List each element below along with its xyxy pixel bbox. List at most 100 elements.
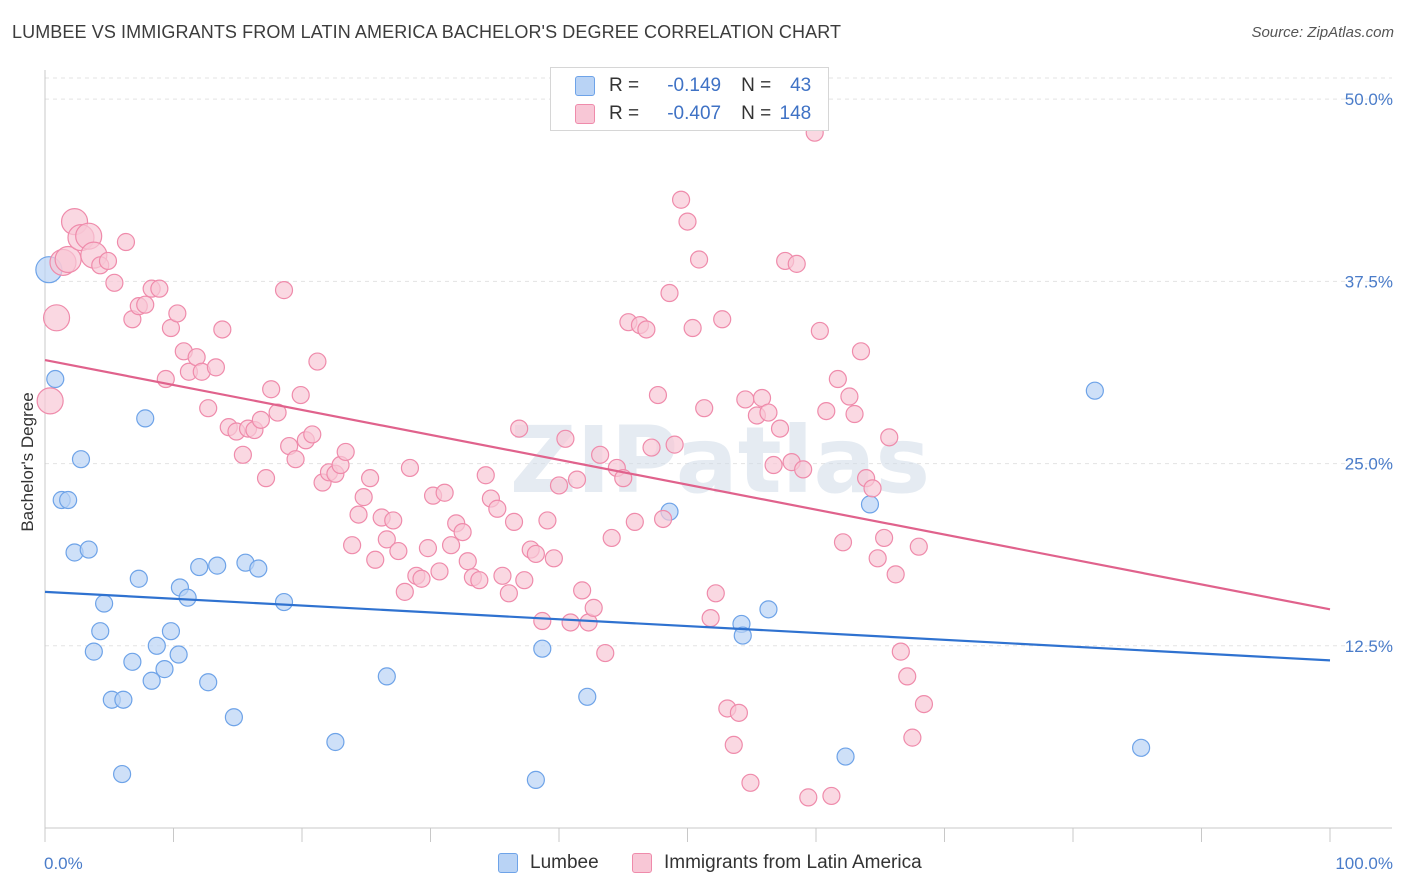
series-legend: Lumbee Immigrants from Latin America xyxy=(0,852,1406,878)
latin-america-point xyxy=(504,512,524,531)
latin-america-point xyxy=(713,310,732,329)
y-tick-label: 50.0% xyxy=(1345,90,1393,109)
lumbee-point xyxy=(178,588,197,607)
latin-america-point xyxy=(637,320,656,339)
y-axis-label: Bachelor's Degree xyxy=(18,392,37,531)
latin-america-point xyxy=(251,410,270,429)
latin-america-point xyxy=(303,425,322,444)
lumbee-point xyxy=(1085,381,1104,400)
latin-america-point xyxy=(435,483,454,502)
latin-america-point xyxy=(213,320,232,339)
lumbee-point xyxy=(578,687,597,706)
lumbee-point xyxy=(249,559,268,578)
latin-america-point xyxy=(828,369,847,389)
lumbee-point xyxy=(161,622,181,641)
latin-america-point xyxy=(395,582,414,601)
lumbee-swatch xyxy=(575,76,595,96)
latin-america-point xyxy=(526,544,545,564)
lumbee-point xyxy=(274,592,294,612)
latin-america-point xyxy=(366,550,385,569)
lumbee-point xyxy=(326,732,345,752)
latin-america-point xyxy=(822,786,841,806)
latin-america-point xyxy=(336,442,355,462)
latin-america-point xyxy=(42,304,71,332)
latin-america-point xyxy=(880,428,899,447)
latin-america-point xyxy=(308,352,327,371)
r-value-lumbee: -0.149 xyxy=(667,75,722,96)
latin-america-point xyxy=(584,598,603,617)
lumbee-point xyxy=(129,569,148,588)
latin-america-point xyxy=(799,788,818,807)
y-tick-label: 25.0% xyxy=(1345,455,1393,474)
legend-item-lumbee[interactable]: Lumbee xyxy=(498,852,599,874)
latin-america-point xyxy=(817,402,836,421)
tick-labels: 12.5% 25.0% 37.5% 50.0% 0.0% 100.0% xyxy=(44,90,1393,873)
latin-america-point xyxy=(724,735,743,755)
latin-america-point xyxy=(256,469,276,488)
latin-america-point xyxy=(671,190,691,209)
latin-america-point xyxy=(683,318,702,338)
latin-america-point xyxy=(602,528,621,548)
lumbee-point xyxy=(526,770,545,789)
latin-america-point xyxy=(377,530,396,549)
latin-america-point xyxy=(573,581,592,600)
latin-america-point xyxy=(286,450,305,469)
latin-america-point xyxy=(851,342,871,361)
latin-america-point xyxy=(349,505,368,524)
lumbee-point xyxy=(46,369,65,389)
latin-america-point xyxy=(510,419,529,438)
latin-america-point xyxy=(538,511,557,530)
n-label: N = xyxy=(741,75,772,96)
latin-america-point xyxy=(810,321,829,341)
latin-america-point xyxy=(868,549,887,568)
latin-america-point xyxy=(556,429,575,448)
latin-america-point xyxy=(274,281,294,300)
lumbee-point xyxy=(71,450,91,469)
latin-america-point xyxy=(493,566,512,585)
lumbee-point xyxy=(79,540,98,559)
latin-america-point xyxy=(596,643,615,663)
watermark: ZIPatlas xyxy=(510,407,930,514)
latin-america-point xyxy=(678,212,697,231)
legend-label-latin-america: Immigrants from Latin America xyxy=(664,852,922,873)
latin-america-point xyxy=(840,387,859,406)
lumbee-point xyxy=(123,652,142,671)
latin-america-point xyxy=(914,694,934,714)
lumbee-point xyxy=(759,600,778,619)
latin-america-point xyxy=(729,703,749,722)
legend-label-lumbee: Lumbee xyxy=(530,852,599,873)
lumbee-point xyxy=(377,667,396,686)
latin-america-point xyxy=(909,537,928,556)
latin-america-point xyxy=(400,458,420,478)
lumbee-point xyxy=(224,708,243,727)
latin-america-point xyxy=(199,399,218,418)
lumbee-point xyxy=(114,690,133,709)
latin-america-legend-swatch xyxy=(632,853,652,873)
latin-america-point xyxy=(168,304,187,323)
n-value-latin-america: 148 xyxy=(779,103,812,124)
latin-america-point xyxy=(833,533,853,552)
latin-america-point xyxy=(105,273,124,292)
latin-america-point xyxy=(361,469,380,488)
x-tick-label: 0.0% xyxy=(44,854,83,873)
lumbee-trend-line xyxy=(44,590,1331,662)
lumbee-point xyxy=(84,642,103,661)
latin-america-point xyxy=(653,509,673,529)
latin-america-point xyxy=(689,250,709,269)
lumbee-point xyxy=(860,495,880,514)
lumbee-point xyxy=(208,556,227,575)
latin-america-point xyxy=(98,251,118,271)
r-value-latin-america: -0.407 xyxy=(667,103,722,124)
latin-america-point xyxy=(343,536,362,555)
latin-america-point xyxy=(642,438,661,457)
x-tick-label: 100.0% xyxy=(1335,854,1393,873)
latin-america-point xyxy=(544,549,563,568)
source-label: Source: ZipAtlas.com xyxy=(1251,24,1394,41)
latin-america-point xyxy=(648,385,668,405)
r-label: R = xyxy=(609,75,640,96)
latin-america-point xyxy=(875,528,894,548)
latin-america-point xyxy=(533,611,552,631)
latin-america-trend-line xyxy=(44,359,1331,611)
legend-item-latin-america[interactable]: Immigrants from Latin America xyxy=(632,852,922,874)
